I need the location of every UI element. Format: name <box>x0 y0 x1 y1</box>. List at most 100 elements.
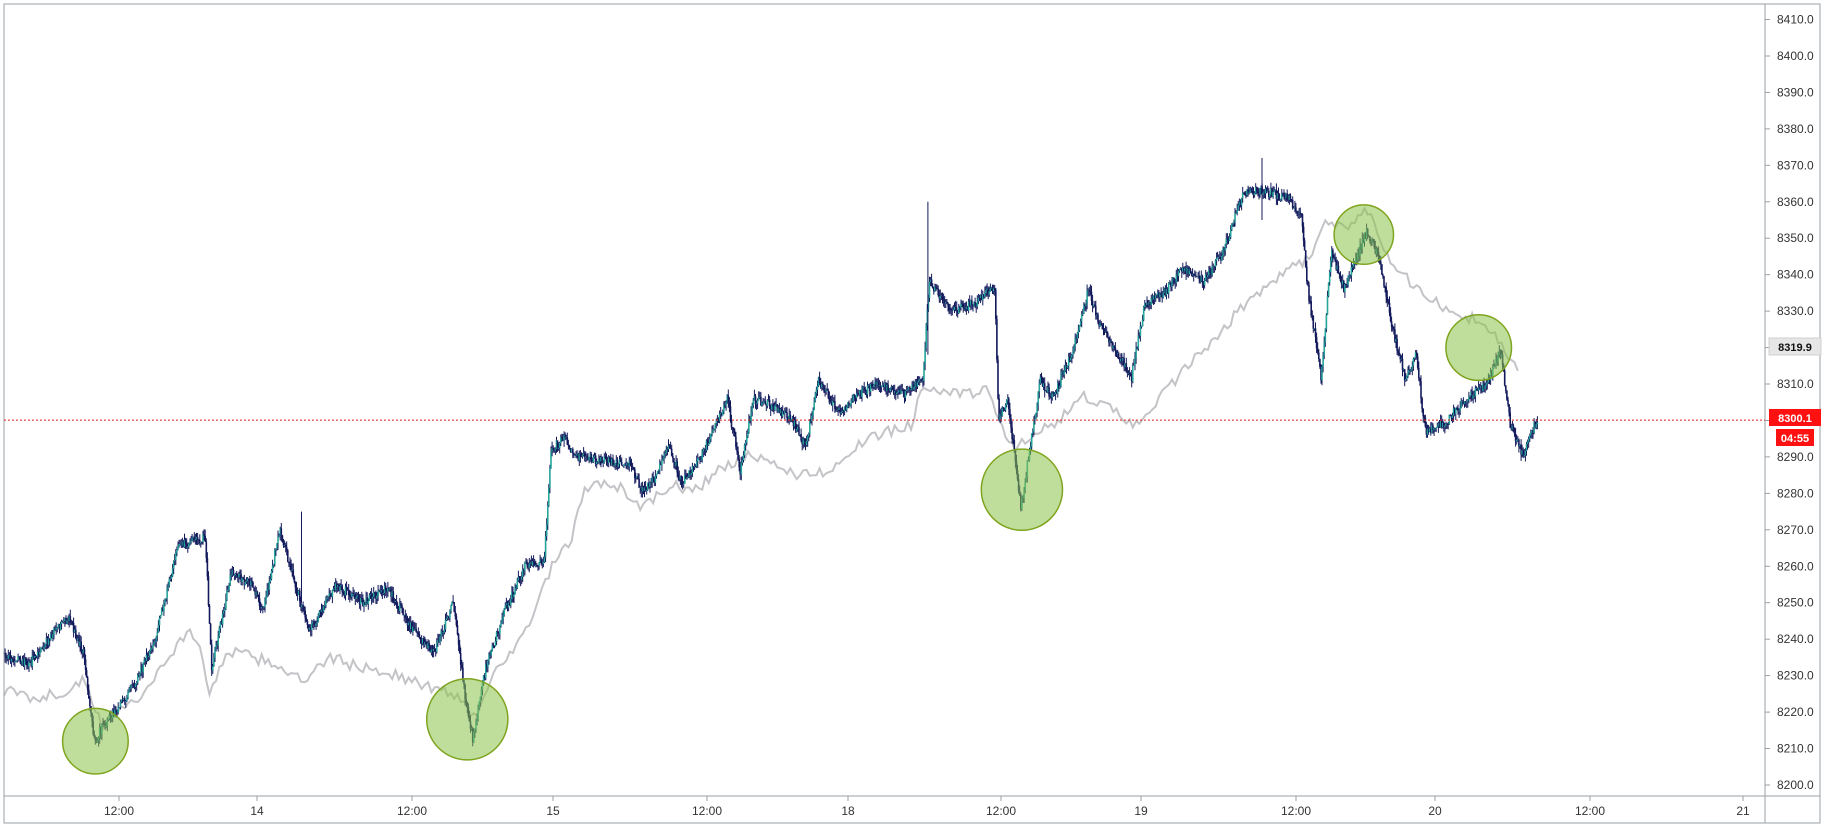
candle-body <box>805 441 808 446</box>
candle-body <box>1051 392 1054 398</box>
candle-body <box>1426 428 1429 435</box>
candle-body <box>867 385 870 387</box>
candle-body <box>597 461 599 463</box>
candle-body <box>1442 422 1444 427</box>
candle-body <box>951 309 954 311</box>
candle-body <box>940 295 943 297</box>
candle-body <box>367 600 370 604</box>
candle-body <box>228 585 230 590</box>
candle-body <box>441 631 444 633</box>
candle-body <box>1074 337 1076 347</box>
candle-body <box>943 300 946 304</box>
candle-body <box>991 286 994 292</box>
candle-body <box>1213 266 1216 268</box>
candle-body <box>1450 415 1453 418</box>
candle-body <box>729 406 732 420</box>
candle-body <box>119 701 122 707</box>
candle-body <box>1177 270 1180 277</box>
candle-body <box>757 397 760 401</box>
candle-body <box>61 621 64 623</box>
candle-body <box>1464 401 1467 403</box>
candle-body <box>1249 188 1252 193</box>
candle-body <box>756 400 759 404</box>
candle-body <box>860 390 862 398</box>
candle-body <box>178 544 180 547</box>
highlight-circle <box>980 448 1064 532</box>
candle-body <box>244 581 247 585</box>
candle-body <box>1258 193 1260 195</box>
candle-body <box>1073 346 1075 352</box>
candle-body <box>402 608 404 616</box>
candle-body <box>1042 383 1045 387</box>
candle-body <box>232 570 235 576</box>
candle-body <box>351 593 353 597</box>
candle-body <box>974 301 976 305</box>
candle-body <box>336 583 338 587</box>
candle-body <box>169 578 172 580</box>
candle-body <box>1076 332 1079 339</box>
candle-body <box>1378 259 1381 262</box>
candle-body <box>615 460 618 464</box>
candle-body <box>44 644 47 647</box>
candle-body <box>164 599 166 603</box>
candle-body <box>257 594 260 599</box>
candle-body <box>396 606 399 609</box>
candle-body <box>512 591 514 597</box>
candle-body <box>27 665 29 667</box>
candle-body <box>668 445 671 448</box>
candle-body <box>1484 385 1486 389</box>
candle-body <box>782 411 785 414</box>
candle-body <box>492 645 495 647</box>
candle-body <box>1215 258 1218 261</box>
candle-body <box>51 633 53 639</box>
candle-body <box>77 638 79 641</box>
candle-body <box>674 462 676 467</box>
candle-body <box>567 444 570 446</box>
candle-body <box>1102 329 1105 330</box>
candle-body <box>290 563 292 571</box>
candle-body <box>222 610 225 614</box>
candle-body <box>1191 274 1194 275</box>
x-tick-label: 12:00 <box>1281 804 1311 818</box>
candle-body <box>524 562 526 571</box>
candle-body <box>1012 439 1014 441</box>
candle-body <box>515 586 517 589</box>
candle-body <box>1190 271 1193 275</box>
candle-body <box>1414 352 1417 358</box>
candle-body <box>413 626 415 630</box>
candle-body <box>429 646 432 653</box>
candle-body <box>34 656 37 657</box>
candle-body <box>377 591 379 596</box>
candle-body <box>419 637 422 640</box>
candle-body <box>843 406 846 412</box>
candle-body <box>64 618 66 621</box>
candle-body <box>461 664 463 668</box>
candle-body <box>636 476 638 478</box>
candle-body <box>727 395 730 403</box>
candle-body <box>412 626 414 633</box>
candle-body <box>383 585 386 593</box>
candle-body <box>1077 330 1080 333</box>
candle-body <box>1097 314 1099 323</box>
candle-body <box>1471 391 1473 399</box>
time-axis[interactable]: 12:00 14 12:00 15 12:00 18 12:00 19 12:00 20 12:00… <box>104 796 1750 818</box>
candle-body <box>1269 194 1271 197</box>
price-axis[interactable]: 8200.0 8210.0 8220.0 8230.0 8240.0 8250.0 8260… <box>1765 13 1814 793</box>
candle-body <box>873 384 875 388</box>
candle-body <box>1428 428 1431 432</box>
candle-body <box>691 466 694 474</box>
candle-body <box>904 391 907 398</box>
candle-body <box>684 475 686 484</box>
candle-body <box>1116 353 1119 355</box>
candle-body <box>264 600 266 607</box>
candle-body <box>1331 250 1333 261</box>
candle-body <box>901 389 904 391</box>
candle-body <box>905 389 908 391</box>
candle-body <box>675 461 677 467</box>
candle-body <box>1424 417 1427 427</box>
candle-body <box>66 620 68 624</box>
candle-body <box>635 477 637 479</box>
candle-body <box>1391 326 1394 329</box>
candle-body <box>253 587 255 591</box>
